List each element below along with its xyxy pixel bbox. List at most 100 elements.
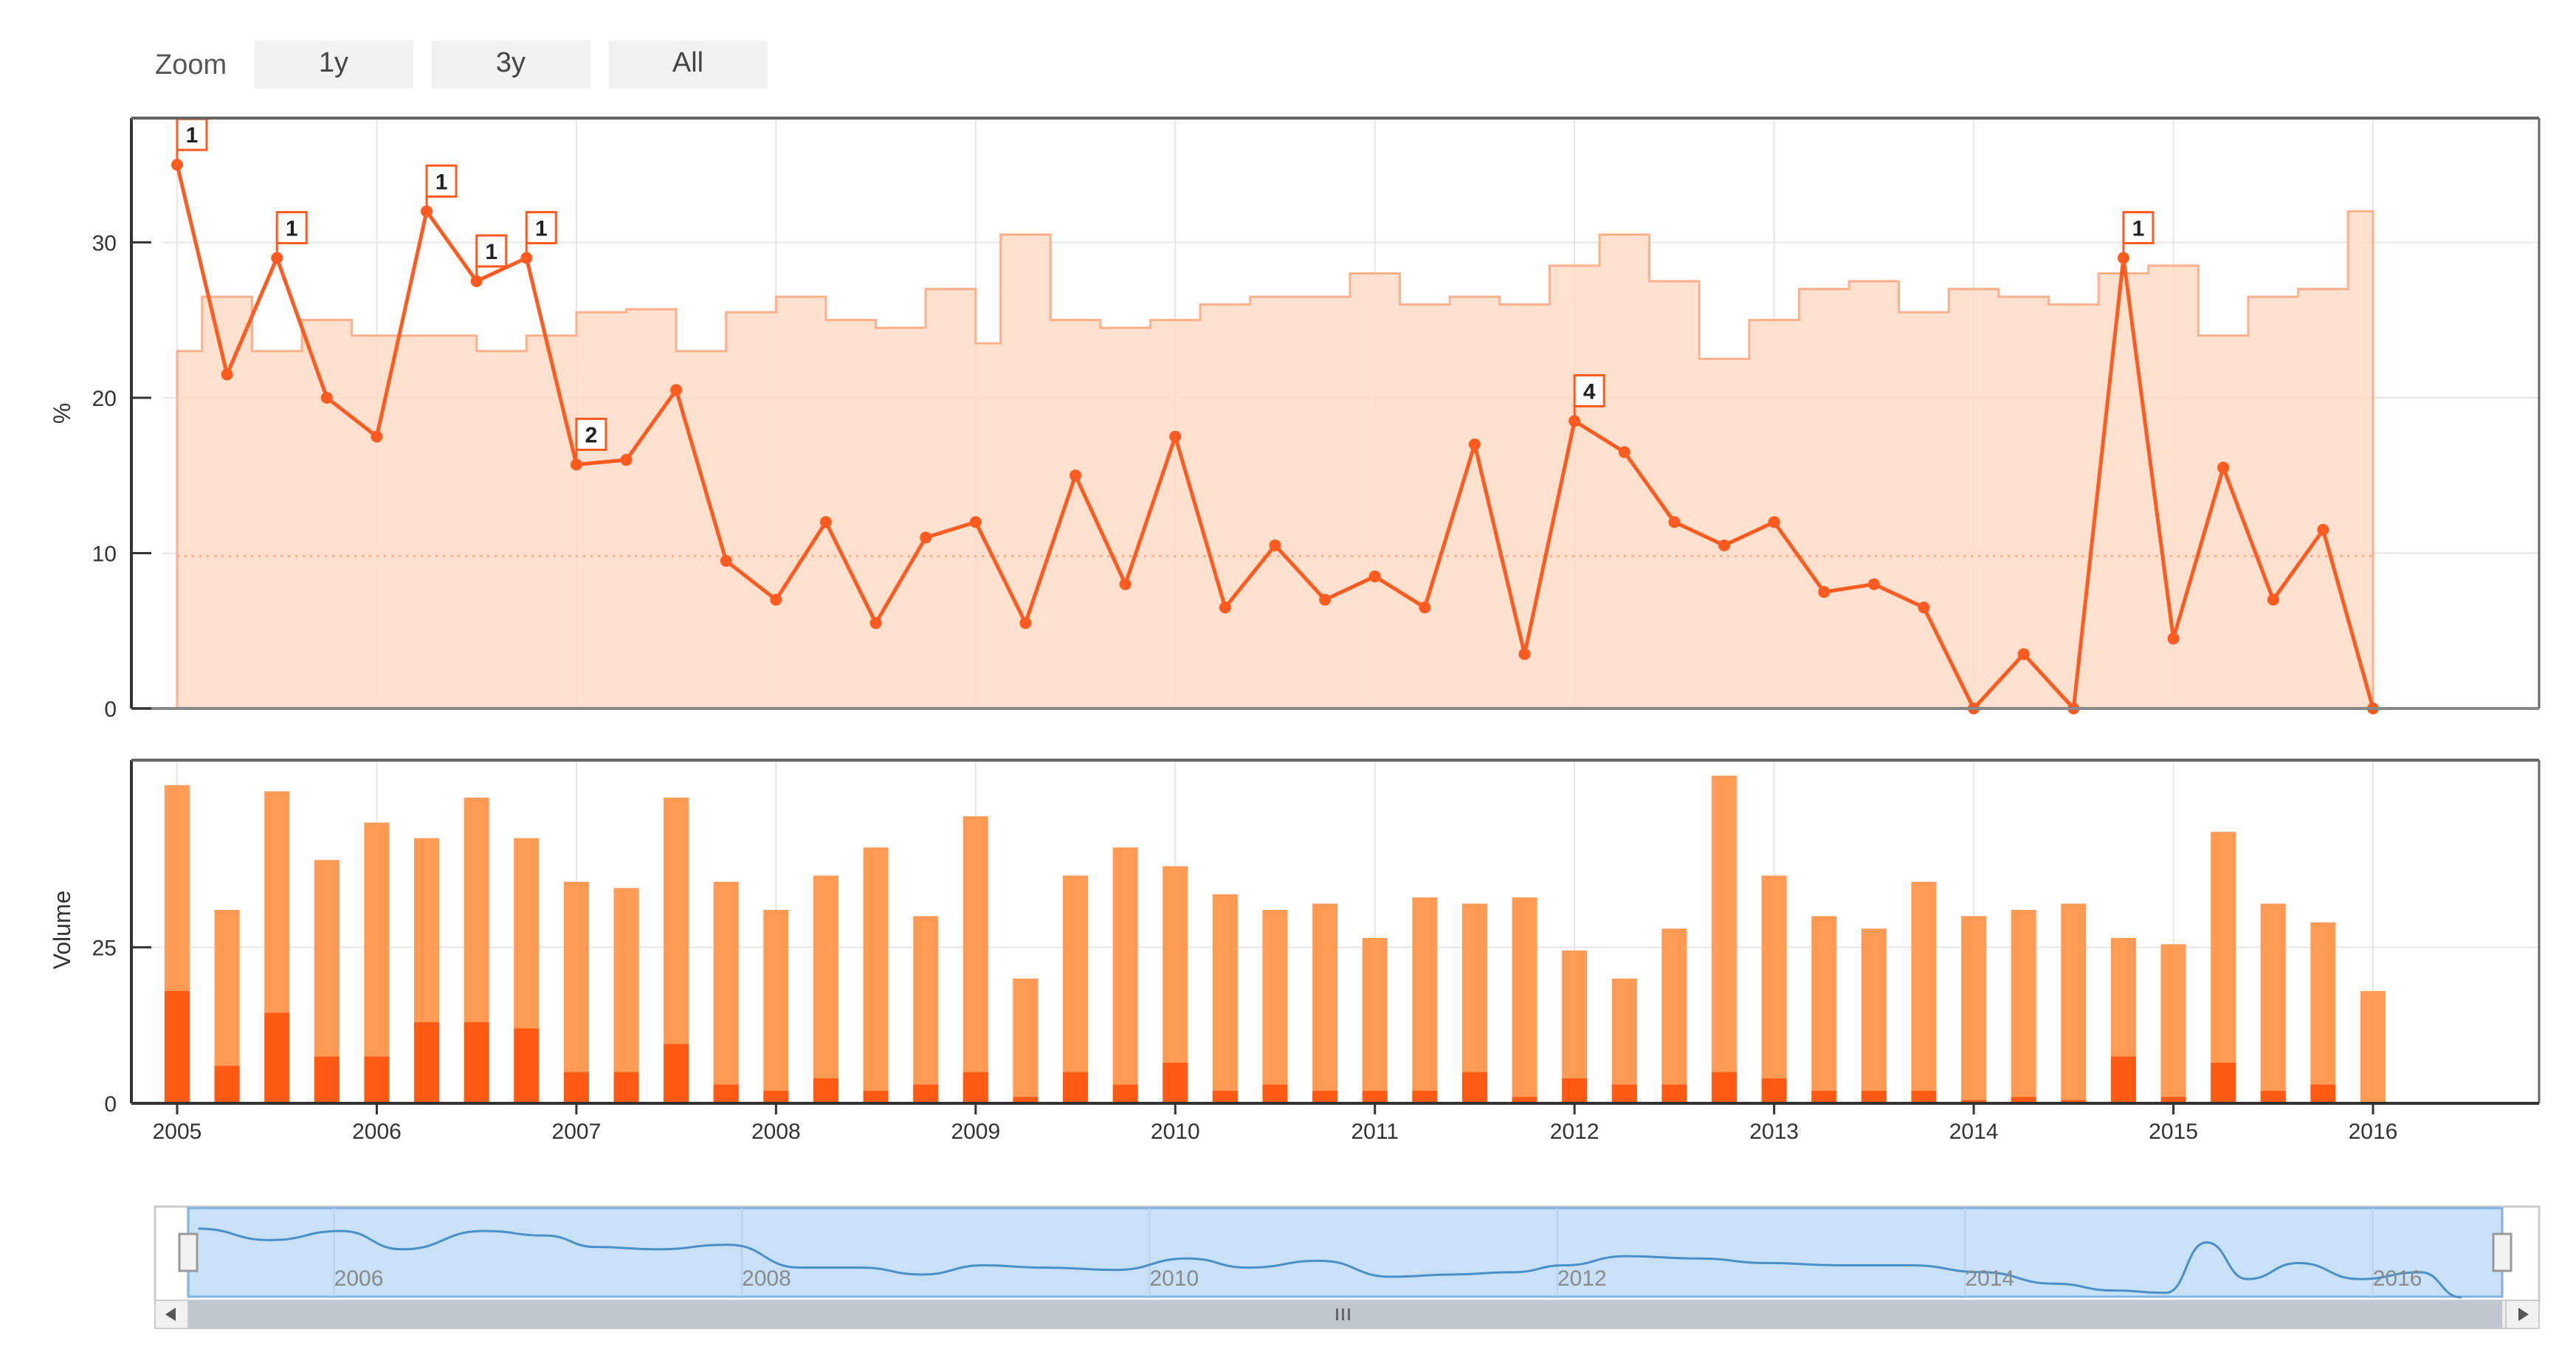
navigator-x-labels: 2006 2008 2010 2012 2014 2016 bbox=[334, 1266, 2422, 1291]
volume-bar-dark bbox=[1911, 1091, 1937, 1103]
zoom-button-1y[interactable]: 1y bbox=[255, 41, 413, 89]
zoom-button-3y-bg[interactable] bbox=[432, 41, 590, 89]
line-point bbox=[1219, 601, 1231, 614]
line-point bbox=[1119, 578, 1132, 590]
navigator-left-handle[interactable] bbox=[178, 1232, 199, 1272]
line-point bbox=[1768, 516, 1780, 528]
volume-bar-dark bbox=[1761, 1078, 1787, 1103]
volume-bar-dark bbox=[514, 1028, 540, 1103]
zoom-button-all-bg[interactable] bbox=[609, 41, 768, 89]
volume-bar-dark bbox=[464, 1022, 489, 1103]
volume-y-axis: 0 25 bbox=[92, 759, 2541, 1117]
volume-bar bbox=[863, 847, 889, 1103]
volume-bar-dark bbox=[1512, 1097, 1537, 1103]
navigator-series bbox=[198, 1227, 2462, 1299]
step-area bbox=[176, 210, 2374, 710]
volume-bar bbox=[613, 888, 639, 1103]
volume-bar-dark bbox=[1811, 1091, 1837, 1103]
navigator-x-label: 2016 bbox=[2373, 1266, 2422, 1291]
line-point bbox=[1169, 430, 1182, 443]
volume-bar bbox=[1611, 978, 1637, 1103]
y-tick-label: 0 bbox=[104, 697, 117, 722]
scrollbar-grip-line bbox=[1342, 1308, 1344, 1320]
line-point bbox=[770, 593, 782, 606]
volume-bar-dark bbox=[664, 1044, 689, 1103]
flag-label: 1 bbox=[535, 216, 548, 241]
volume-bar bbox=[2061, 903, 2087, 1103]
zoom-button-all[interactable]: All bbox=[609, 41, 768, 89]
y-tick-label: 30 bbox=[92, 231, 117, 255]
volume-bar-dark bbox=[2061, 1100, 2087, 1103]
flag-label: 1 bbox=[485, 240, 497, 264]
flag-box bbox=[425, 164, 458, 198]
volume-bar bbox=[2260, 903, 2286, 1103]
volume-bar bbox=[1412, 897, 1438, 1103]
volume-bar bbox=[1262, 909, 1288, 1103]
volume-bar-dark bbox=[1063, 1072, 1089, 1103]
scrollbar-thumb[interactable] bbox=[188, 1300, 2502, 1328]
flag-box bbox=[176, 117, 208, 151]
navigator-scrollbar[interactable] bbox=[154, 1300, 2540, 1329]
navigator-x-label: 2010 bbox=[1149, 1266, 1199, 1291]
scroll-left-button[interactable] bbox=[154, 1300, 189, 1329]
zoom-button-1y-bg[interactable] bbox=[255, 41, 413, 89]
volume-bar-dark bbox=[264, 1013, 290, 1103]
flag-box bbox=[575, 417, 607, 451]
volume-bar-dark bbox=[613, 1072, 639, 1103]
line-point bbox=[1468, 438, 1481, 451]
volume-bar bbox=[2211, 832, 2236, 1103]
navigator-right-handle-box[interactable] bbox=[2492, 1232, 2513, 1272]
volume-bar-dark bbox=[2011, 1097, 2036, 1103]
scrollbar-grip-line bbox=[1348, 1308, 1350, 1320]
navigator-x-label: 2008 bbox=[742, 1266, 791, 1291]
line-point bbox=[969, 516, 982, 528]
zoom-button-3y-label[interactable]: 3y bbox=[496, 47, 526, 78]
navigator-left-handle-box[interactable] bbox=[178, 1232, 199, 1272]
volume-bar-dark bbox=[1312, 1091, 1338, 1103]
x-tick-label: 2005 bbox=[153, 1120, 202, 1144]
line-point bbox=[920, 531, 932, 544]
x-tick-label: 2008 bbox=[751, 1120, 801, 1144]
volume-bar-dark bbox=[165, 990, 190, 1103]
navigator-x-label: 2012 bbox=[1557, 1266, 1607, 1291]
volume-bar-dark bbox=[1611, 1084, 1637, 1103]
line-point bbox=[2317, 523, 2329, 536]
zoom-toolbar: Zoom 1y 3y All bbox=[155, 41, 768, 89]
line-point bbox=[869, 617, 882, 630]
volume-bar bbox=[1512, 897, 1537, 1103]
volume-bar bbox=[1112, 847, 1138, 1103]
line-point bbox=[371, 430, 383, 443]
x-tick-label: 2014 bbox=[1949, 1120, 1999, 1144]
volume-bars bbox=[165, 776, 2386, 1103]
line-point bbox=[2267, 593, 2279, 606]
navigator[interactable]: 2006 2008 2010 2012 2014 2016 bbox=[154, 1205, 2541, 1329]
flag-annotations: 1 1 1 1 1 2 4 1 bbox=[176, 117, 2155, 465]
zoom-button-all-label[interactable]: All bbox=[672, 47, 703, 78]
volume-bar-dark bbox=[1262, 1084, 1288, 1103]
navigator-right-handle[interactable] bbox=[2492, 1232, 2513, 1272]
line-point bbox=[1668, 516, 1681, 528]
line-point bbox=[1718, 539, 1731, 551]
volume-bar bbox=[713, 881, 739, 1103]
volume-bar-dark bbox=[214, 1066, 240, 1103]
zoom-button-1y-label[interactable]: 1y bbox=[319, 47, 348, 78]
volume-bar-dark bbox=[1013, 1097, 1039, 1103]
volume-bar-dark bbox=[1961, 1100, 1987, 1103]
volume-bar-dark bbox=[1712, 1072, 1738, 1103]
volume-bar bbox=[1312, 903, 1338, 1103]
zoom-button-3y[interactable]: 3y bbox=[432, 41, 590, 89]
volume-bar-dark bbox=[2310, 1084, 2336, 1103]
flag-label: 2 bbox=[585, 423, 598, 447]
x-tick-label: 2006 bbox=[352, 1120, 402, 1144]
volume-bar bbox=[1362, 937, 1388, 1103]
volume-bar bbox=[2160, 944, 2186, 1103]
navigator-selection[interactable] bbox=[187, 1207, 2504, 1298]
percent-y-axis: 0 10 20 30 bbox=[92, 117, 2541, 722]
volume-bar-dark bbox=[1112, 1084, 1138, 1103]
scroll-right-button[interactable] bbox=[2505, 1300, 2540, 1329]
volume-bar bbox=[1761, 875, 1787, 1103]
line-point bbox=[1269, 539, 1281, 551]
scroll-left-arrow-icon bbox=[165, 1308, 176, 1321]
volume-bar-dark bbox=[314, 1056, 340, 1103]
line-point bbox=[1070, 469, 1082, 482]
